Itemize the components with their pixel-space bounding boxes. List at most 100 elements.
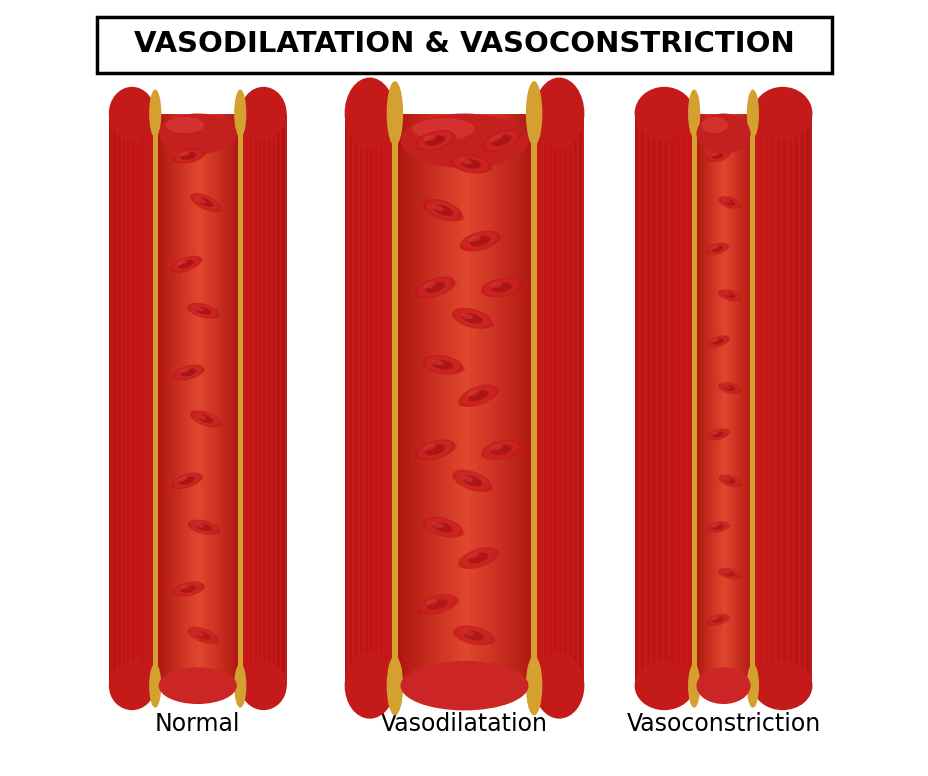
Ellipse shape (710, 246, 717, 249)
Ellipse shape (458, 547, 498, 569)
Ellipse shape (712, 617, 723, 623)
Ellipse shape (723, 478, 729, 481)
Ellipse shape (424, 135, 445, 146)
Bar (691, 113, 696, 686)
Bar (717, 113, 719, 686)
Bar (579, 113, 582, 686)
Ellipse shape (172, 152, 206, 162)
Bar (640, 113, 643, 686)
Bar (728, 113, 729, 686)
Ellipse shape (421, 355, 463, 375)
Bar (201, 113, 205, 686)
Bar (398, 113, 402, 686)
Ellipse shape (148, 663, 161, 708)
Ellipse shape (723, 570, 735, 577)
Ellipse shape (196, 523, 212, 531)
Ellipse shape (706, 521, 728, 533)
Ellipse shape (456, 627, 491, 644)
Bar (460, 113, 465, 686)
Ellipse shape (198, 414, 213, 423)
Bar (743, 113, 745, 686)
Ellipse shape (468, 553, 488, 563)
Ellipse shape (461, 549, 495, 567)
Bar (770, 113, 773, 686)
Bar (482, 113, 485, 686)
Text: Vasoconstriction: Vasoconstriction (625, 712, 819, 736)
Ellipse shape (148, 89, 161, 137)
Bar (720, 113, 722, 686)
Text: VASODILATATION & VASOCONSTRICTION: VASODILATATION & VASOCONSTRICTION (134, 30, 794, 58)
Ellipse shape (481, 282, 523, 296)
Bar (277, 113, 279, 686)
Ellipse shape (746, 663, 758, 708)
Ellipse shape (174, 150, 202, 162)
Ellipse shape (467, 390, 479, 397)
Bar (118, 113, 121, 686)
Ellipse shape (723, 199, 734, 206)
Ellipse shape (717, 476, 741, 487)
Ellipse shape (462, 630, 474, 636)
Bar (738, 113, 740, 686)
Ellipse shape (453, 629, 496, 644)
Ellipse shape (719, 569, 739, 579)
Ellipse shape (490, 445, 502, 450)
Bar (733, 113, 735, 686)
Bar (781, 113, 785, 686)
Ellipse shape (177, 260, 187, 265)
Ellipse shape (190, 628, 216, 643)
Ellipse shape (462, 475, 482, 487)
Bar (728, 113, 731, 686)
Ellipse shape (419, 596, 454, 613)
Bar (646, 113, 649, 686)
Bar (464, 113, 469, 686)
Bar (698, 113, 700, 686)
Bar (408, 113, 413, 686)
Ellipse shape (717, 570, 741, 579)
Bar (793, 113, 797, 686)
Bar (193, 113, 196, 686)
Bar (724, 113, 727, 686)
Ellipse shape (460, 159, 481, 168)
Bar (430, 113, 433, 686)
Bar (502, 113, 507, 686)
Bar (432, 113, 437, 686)
Bar (730, 113, 732, 686)
Ellipse shape (415, 280, 457, 297)
Bar (170, 113, 173, 686)
Ellipse shape (431, 360, 444, 365)
Ellipse shape (234, 663, 246, 708)
Bar (354, 113, 357, 686)
Bar (189, 113, 192, 686)
Bar (634, 113, 693, 686)
Bar (238, 113, 242, 686)
Bar (496, 113, 499, 686)
Ellipse shape (195, 307, 211, 314)
Ellipse shape (166, 117, 204, 133)
Bar (749, 113, 752, 686)
Ellipse shape (688, 663, 700, 708)
Bar (176, 113, 179, 686)
Bar (240, 113, 287, 686)
Bar (221, 113, 224, 686)
Bar (122, 113, 125, 686)
Ellipse shape (174, 583, 201, 595)
Ellipse shape (453, 625, 494, 646)
Ellipse shape (418, 132, 452, 150)
Bar (254, 113, 256, 686)
Ellipse shape (534, 78, 584, 150)
Bar (365, 113, 367, 686)
Ellipse shape (723, 478, 734, 484)
Ellipse shape (706, 151, 728, 162)
Ellipse shape (717, 289, 741, 301)
Bar (196, 113, 199, 686)
Bar (474, 113, 479, 686)
Ellipse shape (187, 520, 220, 535)
Ellipse shape (432, 360, 453, 369)
Ellipse shape (174, 473, 200, 488)
Ellipse shape (706, 428, 728, 440)
Ellipse shape (752, 661, 812, 710)
Ellipse shape (179, 476, 195, 485)
Bar (748, 113, 750, 686)
Ellipse shape (432, 522, 444, 528)
Ellipse shape (109, 87, 155, 140)
